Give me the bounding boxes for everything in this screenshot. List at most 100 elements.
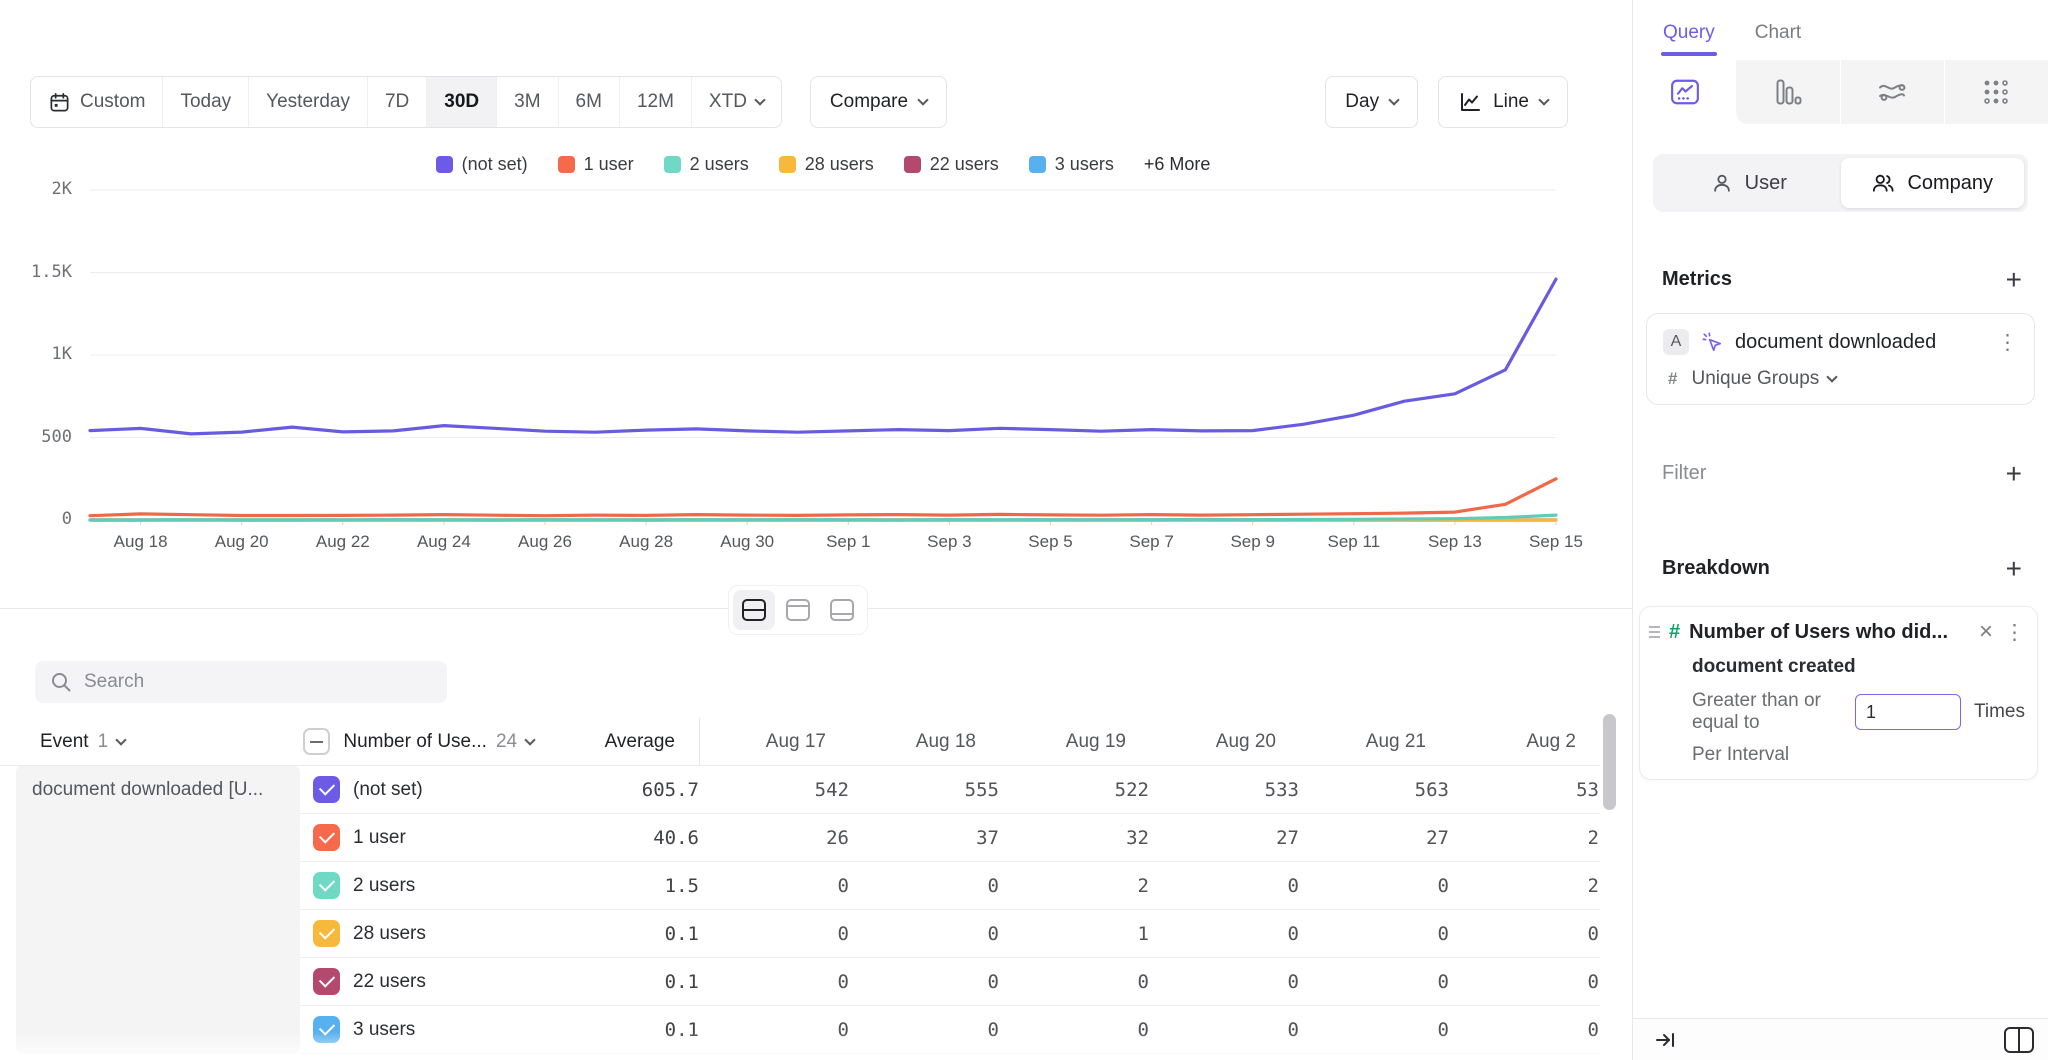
kebab-menu-icon[interactable]: ⋮ [2004, 622, 2025, 643]
series-cell: 28 users0.1 [300, 920, 723, 947]
cell-value: 0 [1323, 875, 1473, 897]
scope-user-button[interactable]: User [1657, 158, 1841, 208]
event-header-label: Event [40, 731, 89, 753]
event-column-header[interactable]: Event 1 [0, 731, 290, 753]
add-filter-button[interactable]: + [2006, 464, 2022, 484]
date-range-3m[interactable]: 3M [497, 77, 558, 127]
date-range-label: XTD [709, 91, 747, 113]
chart-type-selector [1633, 60, 2048, 124]
aggregation-dropdown[interactable]: Unique Groups [1691, 368, 1836, 390]
condition-value-input[interactable] [1855, 694, 1961, 730]
main-area: CustomTodayYesterday7D 30D 3M 6M 12M XTD Comp… [0, 0, 1632, 1060]
flow-chart-type-button[interactable] [1840, 60, 1944, 124]
metric-badge: A [1663, 329, 1689, 355]
y-axis-label: 500 [0, 427, 72, 447]
search-input[interactable] [84, 671, 432, 693]
cell-value: 533 [1173, 779, 1323, 801]
breakdown-card-header: # Number of Users who did... × ⋮ [1649, 620, 2025, 644]
hash-icon: # [1668, 369, 1677, 389]
select-all-checkbox[interactable] [303, 728, 330, 755]
breakdown-event[interactable]: document created [1692, 656, 2025, 678]
date-range-label: 3M [514, 91, 540, 113]
average-value: 0.1 [665, 971, 699, 993]
chart-view-button[interactable] [777, 590, 819, 630]
series-checkbox[interactable] [313, 968, 340, 995]
date-range-12m[interactable]: 12M [620, 77, 692, 127]
number-property-icon: # [1669, 621, 1680, 644]
collapse-panel-icon[interactable] [1653, 1028, 1677, 1052]
tab-query[interactable]: Query [1663, 22, 1715, 60]
date-range-today[interactable]: Today [163, 77, 249, 127]
cell-value: 1 [1023, 923, 1173, 945]
flow-icon [1876, 77, 1908, 107]
bar-chart-type-button[interactable] [1736, 60, 1839, 124]
toolbar: CustomTodayYesterday7D 30D 3M 6M 12M XTD Comp… [30, 76, 1568, 128]
series-cell: (not set)605.7 [300, 776, 723, 803]
date-column-headers: Aug 17Aug 18Aug 19Aug 20Aug 21Aug 2 [699, 718, 1600, 766]
condition-suffix: Times [1974, 701, 2025, 723]
kebab-menu-icon[interactable]: ⋮ [1997, 332, 2018, 353]
table-row: 1 user40.626373227272 [300, 814, 1600, 862]
date-range-label: 12M [637, 91, 674, 113]
breakdown-section-header: Breakdown + [1662, 557, 2022, 580]
compare-button[interactable]: Compare [810, 76, 947, 128]
calendar-icon [48, 91, 71, 114]
add-breakdown-button[interactable]: + [2006, 559, 2022, 579]
table-row: 22 users0.1000000 [300, 958, 1600, 1006]
vertical-scrollbar[interactable] [1603, 714, 1616, 810]
chevron-down-icon [1388, 94, 1399, 105]
series-checkbox[interactable] [313, 824, 340, 851]
cell-value: 0 [723, 875, 873, 897]
event-name-cell[interactable]: document downloaded [U... [16, 766, 300, 1054]
series-label: 2 users [353, 875, 415, 897]
date-range-custom[interactable]: Custom [31, 77, 163, 127]
chart-type-button[interactable]: Line [1438, 76, 1568, 128]
user-icon [1711, 172, 1733, 194]
table-view-button[interactable] [821, 590, 863, 630]
group-count: 24 [496, 731, 517, 753]
aggregation-label: Unique Groups [1691, 368, 1819, 390]
results-table: Event 1 Number of Use... 24 Average Aug … [0, 718, 1600, 1060]
grid-chart-type-button[interactable] [1944, 60, 2048, 124]
chevron-down-icon [917, 94, 928, 105]
split-panel-icon[interactable] [2004, 1027, 2034, 1053]
date-range-group: CustomTodayYesterday7D 30D 3M 6M 12M XTD [30, 76, 782, 128]
metric-card[interactable]: A document downloaded ⋮ # Unique Groups [1646, 313, 2035, 405]
cell-value: 0 [1023, 1019, 1173, 1041]
date-range-30d[interactable]: 30D [427, 77, 497, 127]
date-range-6m[interactable]: 6M [559, 77, 620, 127]
line-chart-type-button[interactable] [1633, 60, 1736, 124]
date-range-label: 30D [444, 91, 479, 113]
line-chart-icon [1670, 78, 1700, 106]
series-checkbox[interactable] [313, 920, 340, 947]
metric-aggregation-row: # Unique Groups [1663, 368, 2018, 390]
interval-button[interactable]: Day [1325, 76, 1418, 128]
series-checkbox[interactable] [313, 1016, 340, 1043]
add-metric-button[interactable]: + [2006, 270, 2022, 290]
chevron-down-icon [754, 94, 765, 105]
date-range-yesterday[interactable]: Yesterday [249, 77, 368, 127]
series-checkbox[interactable] [313, 776, 340, 803]
filter-heading: Filter [1662, 462, 1706, 485]
tab-chart[interactable]: Chart [1755, 22, 1801, 60]
chevron-down-icon [1827, 371, 1838, 382]
drag-handle-icon[interactable] [1649, 626, 1660, 638]
cell-value: 2 [1473, 827, 1600, 849]
table-row: 3 users0.1000000 [300, 1006, 1600, 1054]
scope-company-button[interactable]: Company [1841, 158, 2025, 208]
chart-canvas[interactable] [0, 168, 1632, 530]
date-range-7d[interactable]: 7D [368, 77, 427, 127]
row-values: 26373227272 [723, 827, 1600, 849]
series-cell: 3 users0.1 [300, 1016, 723, 1043]
series-label: 3 users [353, 1019, 415, 1041]
x-axis-label: Sep 7 [1129, 532, 1173, 552]
date-column-header: Aug 17 [700, 731, 850, 753]
metrics-section-header: Metrics + [1662, 268, 2022, 291]
date-column-header: Aug 20 [1150, 731, 1300, 753]
series-checkbox[interactable] [313, 872, 340, 899]
x-axis-label: Sep 11 [1327, 532, 1380, 552]
average-value: 40.6 [653, 827, 699, 849]
date-range-xtd[interactable]: XTD [692, 77, 781, 127]
split-view-button[interactable] [733, 590, 775, 630]
close-icon[interactable]: × [1979, 620, 1993, 644]
